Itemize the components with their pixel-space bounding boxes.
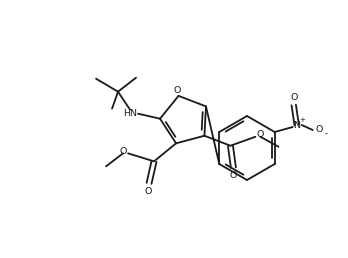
Text: O: O: [174, 86, 181, 95]
Text: N: N: [293, 120, 300, 130]
Text: O: O: [315, 125, 322, 133]
Text: -: -: [324, 130, 327, 139]
Text: +: +: [300, 117, 306, 123]
Text: HN: HN: [123, 109, 137, 118]
Text: O: O: [290, 93, 298, 101]
Text: O: O: [230, 171, 237, 180]
Text: O: O: [144, 187, 152, 196]
Text: O: O: [257, 130, 264, 139]
Text: O: O: [119, 147, 127, 156]
